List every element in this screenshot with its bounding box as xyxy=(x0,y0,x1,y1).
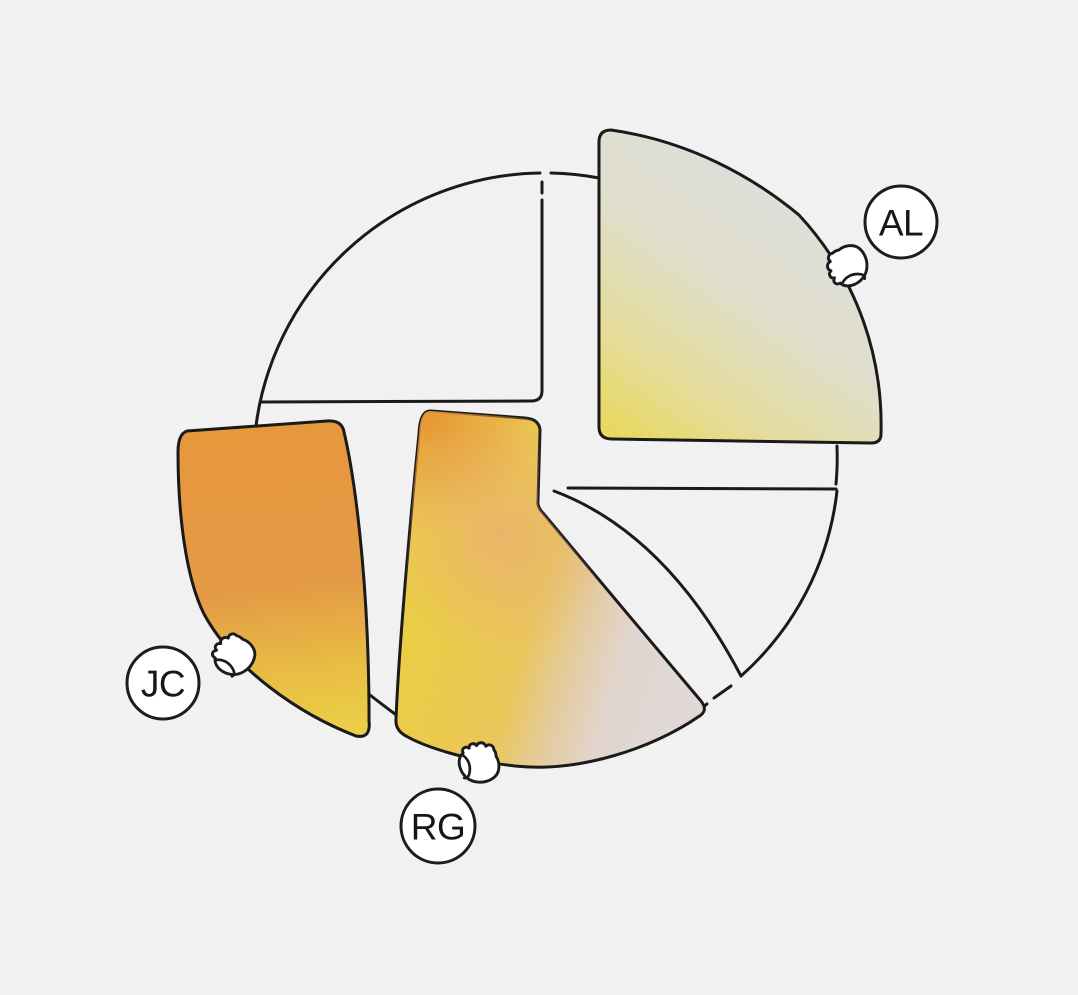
avatar-badge-jc-circle xyxy=(125,645,201,721)
avatar-badge-rg-label: RG xyxy=(411,807,466,848)
avatar-badge-rg-circle xyxy=(399,787,477,865)
avatar-badge-al-circle xyxy=(863,184,939,260)
avatar-badge-al-label: AL xyxy=(879,203,923,244)
avatar-badge-jc: JC xyxy=(125,645,201,721)
avatar-badge-jc-label: JC xyxy=(141,664,185,705)
avatar-badge-al: AL xyxy=(863,184,939,260)
avatar-badge-rg: RG xyxy=(399,787,477,865)
